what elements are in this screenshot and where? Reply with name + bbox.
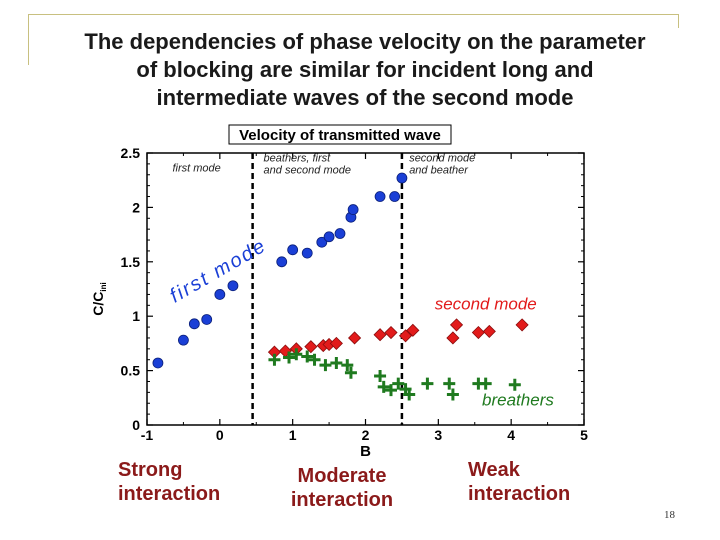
breather-point (308, 353, 321, 366)
breathers-label: breathers (482, 390, 554, 409)
breather-point (290, 348, 303, 361)
first-mode-point (396, 172, 408, 184)
second-mode-point (406, 323, 420, 337)
chart-title-box (228, 124, 452, 145)
breather-point (330, 356, 343, 369)
breather-point (508, 378, 521, 391)
region-label: beathers, first (264, 153, 332, 165)
x-axis-label: B (360, 443, 371, 460)
breather-point (384, 384, 397, 397)
y-axis-label: C/Cini (90, 282, 108, 315)
second-mode-point (384, 325, 398, 340)
x-tick-label: 3 (434, 427, 442, 443)
breather-point (377, 380, 390, 393)
chart-title: Velocity of transmitted wave (239, 127, 441, 144)
second-mode-point (449, 318, 464, 332)
caption-strong: Strong interaction (118, 459, 221, 505)
breather-point (421, 377, 434, 390)
second-mode-point (348, 331, 362, 345)
x-tick-label: 1 (289, 427, 297, 443)
first-mode-point (301, 247, 313, 259)
breather-point (268, 353, 281, 366)
second-mode-point (482, 324, 496, 338)
y-tick-label: 2 (132, 199, 140, 215)
breather-point (446, 388, 459, 401)
first-mode-point (316, 236, 328, 248)
breather-point (319, 359, 332, 372)
x-tick-label: 4 (507, 427, 515, 443)
slide-frame (28, 14, 679, 65)
breather-point (283, 351, 296, 364)
page-number: 18 (664, 509, 675, 521)
x-tick-label: -1 (141, 427, 154, 443)
x-tick-label: 5 (580, 427, 588, 443)
first-mode-point (347, 204, 359, 215)
first-mode-point (188, 318, 200, 330)
breather-point (479, 377, 492, 390)
breather-point (443, 377, 456, 390)
first-mode-point (287, 244, 299, 256)
second-mode-point (471, 325, 485, 340)
first-mode-point (152, 357, 164, 369)
second-mode-point (446, 331, 460, 345)
first-mode-point (214, 289, 226, 300)
chart-title-group: Velocity of transmitted wave (228, 124, 452, 145)
breather-point (392, 377, 405, 390)
x-tick-label: 2 (362, 427, 370, 443)
second-mode-point (373, 328, 387, 342)
y-tick-label: 1 (132, 308, 140, 324)
breather-point (374, 370, 387, 383)
slide-frame-tick (678, 14, 679, 28)
first-mode-point (374, 191, 386, 202)
first-mode-point (227, 280, 239, 292)
first-mode-point (276, 256, 288, 268)
second-mode-point (515, 318, 529, 332)
region-label: second mode (409, 153, 475, 165)
second-mode-point (329, 336, 343, 350)
region-label: and second mode (264, 165, 351, 177)
slide-title: The dependencies of phase velocity on th… (30, 28, 700, 112)
first-mode-point (334, 228, 346, 239)
breather-point (344, 366, 357, 379)
breather-point (403, 388, 416, 401)
y-tick-label: 0.5 (121, 363, 141, 379)
y-tick-label: 0 (132, 417, 140, 433)
first-mode-point (178, 334, 189, 346)
region-label: and beather (409, 165, 469, 177)
second-mode-point (398, 329, 413, 343)
title-line-2: of blocking are similar for incident lon… (136, 57, 594, 82)
x-tick-label: 0 (216, 427, 224, 443)
first-mode-point (323, 231, 335, 243)
title-line-3: intermediate waves of the second mode (156, 85, 574, 110)
second-mode-point (304, 340, 318, 354)
caption-weak: Weak interaction (468, 459, 571, 505)
first-mode-point (389, 191, 401, 202)
title-line-1: The dependencies of phase velocity on th… (84, 29, 646, 54)
y-tick-label: 1.5 (121, 254, 141, 270)
region-label: first mode (172, 162, 220, 174)
first-mode-point (201, 314, 213, 325)
breather-point (341, 359, 354, 372)
breather-point (301, 350, 314, 363)
y-tick-label: 2.5 (121, 145, 141, 161)
second-mode-label: second mode (435, 295, 537, 314)
caption-moderate: Moderate interaction (290, 465, 394, 511)
